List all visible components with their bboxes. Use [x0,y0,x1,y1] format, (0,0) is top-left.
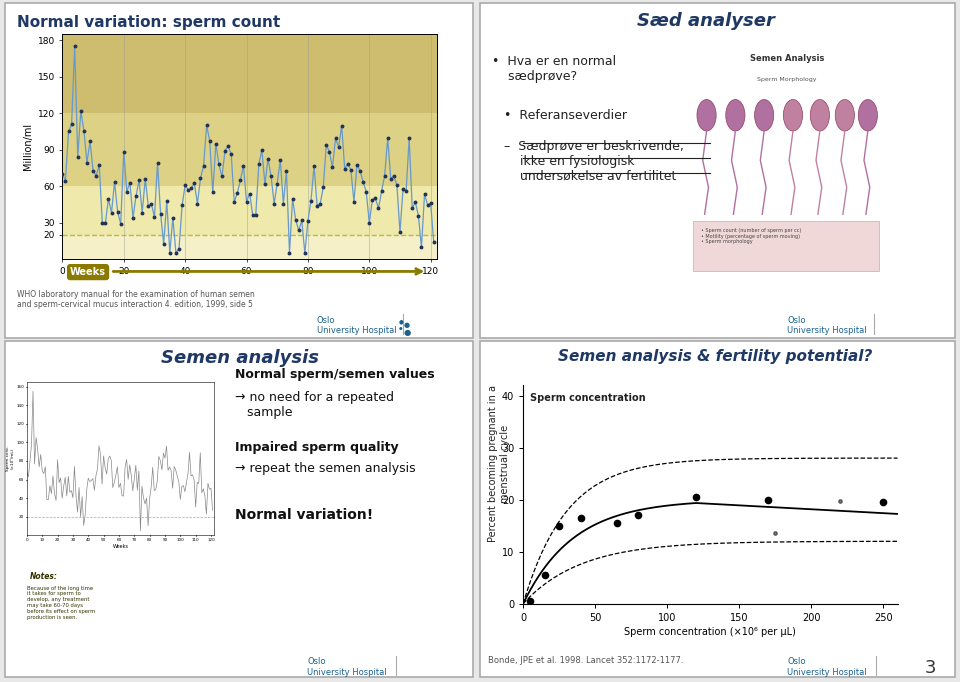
Bar [62,34,437,113]
Ellipse shape [755,100,774,131]
Text: Sperm Morphology: Sperm Morphology [757,77,817,82]
Text: ●: ● [403,327,411,337]
Text: Semen analysis: Semen analysis [161,349,319,367]
Text: ●: ● [403,323,409,328]
Text: ●: ● [398,327,402,331]
Bar [62,113,437,186]
Text: Sæd analyser: Sæd analyser [636,12,775,30]
Text: Percent becoming pregnant in a
menstrual cycle: Percent becoming pregnant in a menstrual… [489,385,510,542]
Text: Oslo
University Hospital: Oslo University Hospital [787,657,867,677]
Text: Notes:: Notes: [30,572,58,581]
Text: –  Sædprøve er beskrivende,
    ikke en fysiologisk
    undersøkelse av fertilit: – Sædprøve er beskrivende, ikke en fysio… [504,140,684,183]
Text: 3: 3 [924,659,936,677]
Text: Semen analysis & fertility potential?: Semen analysis & fertility potential? [558,349,873,364]
Y-axis label: Sperm conc.
(×10⁶/mL): Sperm conc. (×10⁶/mL) [7,446,15,471]
Text: WHO laboratory manual for the examination of human semen
and sperm-cervical mucu: WHO laboratory manual for the examinatio… [17,290,255,309]
Text: Normal sperm/semen values: Normal sperm/semen values [235,368,435,381]
Ellipse shape [726,100,745,131]
Text: Bonde, JPE et al. 1998. Lancet 352:1172-1177.: Bonde, JPE et al. 1998. Lancet 352:1172-… [488,656,684,665]
Text: Normal variation: sperm count: Normal variation: sperm count [17,15,280,30]
X-axis label: Sperm concentration (×10⁶ per μL): Sperm concentration (×10⁶ per μL) [624,627,797,637]
Bar [62,186,437,235]
Text: Oslo
University Hospital: Oslo University Hospital [307,657,387,677]
Ellipse shape [835,100,854,131]
Text: Sperm concentration: Sperm concentration [531,393,646,403]
Ellipse shape [697,100,716,131]
Text: • Sperm count (number of sperm per cc)
• Motility (percentage of sperm moving)
•: • Sperm count (number of sperm per cc) •… [701,228,801,244]
Text: Semen Analysis: Semen Analysis [750,55,825,63]
Ellipse shape [858,100,877,131]
Text: ●: ● [398,319,403,325]
Text: Impaired sperm quality: Impaired sperm quality [235,441,398,454]
Text: Oslo
University Hospital: Oslo University Hospital [787,316,867,335]
Text: •  Referanseverdier: • Referanseverdier [504,109,627,122]
Bar [62,235,437,259]
Y-axis label: Million/ml: Million/ml [23,123,34,170]
Text: Because of the long time
it takes for sperm to
develop, any treatment
may take 6: Because of the long time it takes for sp… [27,586,96,619]
Ellipse shape [810,100,829,131]
Text: Normal variation!: Normal variation! [235,508,373,522]
Text: → repeat the semen analysis: → repeat the semen analysis [235,462,416,475]
FancyBboxPatch shape [693,221,879,271]
Ellipse shape [783,100,803,131]
X-axis label: Weeks: Weeks [112,544,129,548]
Text: Oslo
University Hospital: Oslo University Hospital [317,316,396,335]
Text: Weeks: Weeks [70,267,106,277]
Text: •  Hva er en normal
    sædprøve?: • Hva er en normal sædprøve? [492,55,615,83]
Text: → no need for a repeated
   sample: → no need for a repeated sample [235,391,395,419]
